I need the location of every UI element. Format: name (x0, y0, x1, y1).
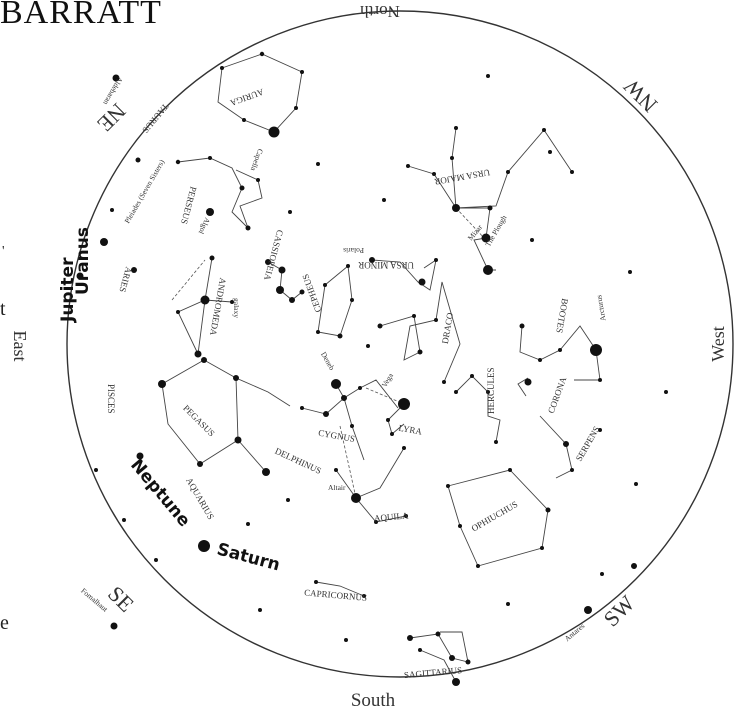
constellation-delphinus: DELPHINUS (273, 446, 323, 476)
margin-text-e: e (0, 612, 9, 634)
label-west: West (708, 326, 728, 362)
planet-jupiter: Jupiter (58, 257, 78, 323)
constellation-ursa-minor: URSA MINOR (358, 260, 414, 270)
star-algol: Algol (197, 216, 212, 235)
constellation-bootes: BOOTES (554, 298, 570, 334)
star-polaris: Polaris (343, 246, 364, 255)
constellation-andromeda: ANDROMEDA (208, 277, 228, 337)
constellation-ursa-major: URSA MAJOR (434, 167, 491, 187)
stars (76, 51, 668, 686)
constellation-cygnus: CYGNUS (318, 428, 356, 444)
constellation-perseus: PERSEUS (179, 185, 199, 225)
star-mizar: Mizar (466, 222, 485, 242)
star-arcturus: Arcturus (594, 294, 607, 321)
constellation-taurus: TAURUS (140, 102, 170, 135)
star-altair: Altair (328, 483, 346, 492)
label-south: South (351, 690, 396, 711)
planet-neptune: Neptune (126, 455, 194, 531)
planet-uranus: Uranus (73, 227, 93, 295)
label-nw: NW (618, 74, 662, 118)
star-labels: Capella Algol Polaris Arcturus Vega Dene… (79, 75, 607, 643)
horizon-circle (66, 10, 734, 678)
constellation-hercules: HERCULES (486, 367, 496, 414)
label-se: SE (103, 581, 139, 617)
label-sw: SW (598, 590, 639, 631)
constellation-draco: DRACO (440, 311, 455, 344)
label-east: East (10, 331, 30, 362)
constellation-aquila: AQUILA (374, 510, 410, 523)
star-deneb: Deneb (319, 350, 337, 372)
constellation-auriga: AURIGA (228, 87, 265, 109)
star-antares: Antares (563, 621, 587, 643)
constellation-dashed-lines (171, 207, 487, 499)
label-galaxy: galaxy (232, 298, 241, 318)
constellation-serpens: SERPENS (574, 425, 602, 463)
constellation-capricornus: CAPRICORNUS (304, 587, 368, 602)
star-vega: Vega (380, 371, 396, 389)
constellation-lyra: LYRA (398, 423, 423, 437)
constellation-pisces: PISCES (106, 384, 116, 414)
constellation-corona: CORONA (546, 375, 569, 415)
planet-saturn: Saturn (215, 540, 282, 576)
margin-text-t: t (0, 298, 6, 320)
constellation-pegasus: PEGASUS (181, 403, 216, 438)
star-pleiades: Pleiades (Seven Sisters) (123, 158, 167, 225)
label-north: North (360, 2, 400, 21)
margin-tick: ' (2, 244, 5, 259)
star-capella: Capella (249, 148, 266, 173)
constellation-aries: ARIES (117, 266, 133, 294)
constellation-lines (161, 53, 601, 683)
page-title-fragment: BARRATT (0, 0, 162, 31)
constellation-ophiuchus: OPHIUCHUS (470, 499, 520, 533)
